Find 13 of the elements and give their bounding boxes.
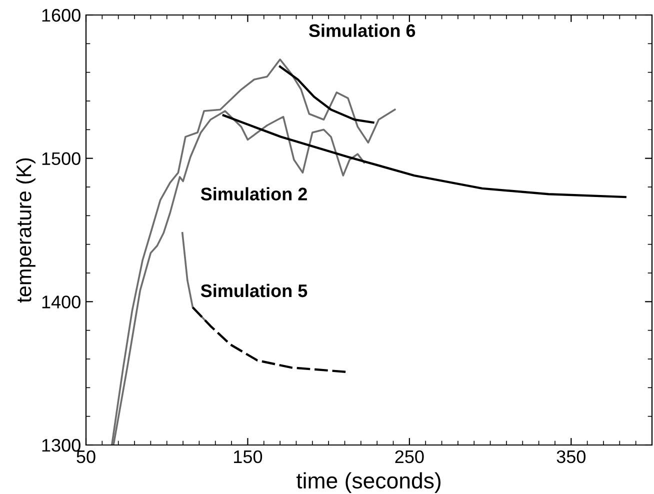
y-axis-title: temperature (K) bbox=[16, 158, 36, 303]
x-tick-label: 150 bbox=[234, 450, 262, 464]
y-tick-label: 1400 bbox=[42, 296, 80, 308]
x-tick-label: 250 bbox=[395, 450, 424, 464]
annotation: Simulation 6 bbox=[308, 24, 416, 38]
y-tick-label: 1300 bbox=[42, 438, 80, 452]
annotation: Simulation 2 bbox=[200, 187, 307, 200]
y-tick-label: 1600 bbox=[42, 8, 80, 22]
x-axis-title: time (seconds) bbox=[296, 472, 440, 493]
annotation: Simulation 5 bbox=[200, 284, 308, 298]
x-tick-label: 50 bbox=[76, 450, 96, 464]
y-tick-label: 1500 bbox=[42, 152, 80, 166]
x-tick-label: 350 bbox=[556, 450, 586, 464]
